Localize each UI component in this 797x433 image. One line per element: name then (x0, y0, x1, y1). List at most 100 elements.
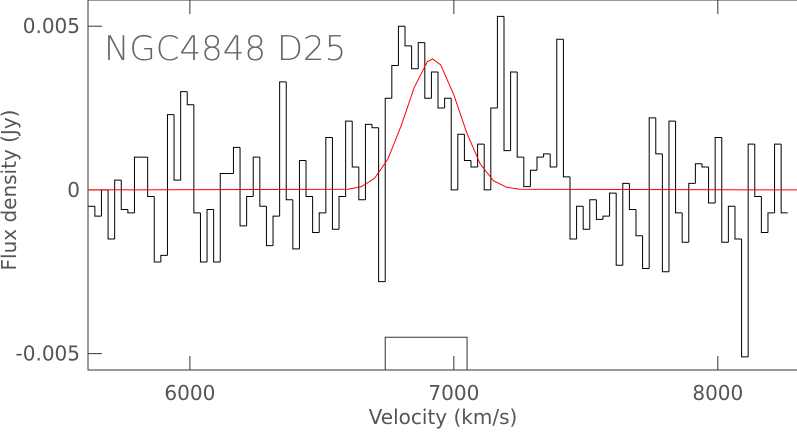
spectrum-channel (622, 182, 630, 266)
spectrum-channel (100, 189, 109, 217)
spectrum-channel (199, 212, 208, 263)
spectrum-channel (265, 206, 274, 247)
y-tick-label: -0.005 (16, 342, 80, 366)
spectrum-channel (721, 137, 729, 243)
spectrum-channel (411, 45, 419, 70)
spectrum-channel (562, 39, 570, 178)
spectrum-channel (463, 134, 472, 161)
spectrum-channel (219, 173, 227, 262)
y-tick-label: 0.005 (23, 14, 80, 38)
velocity-window (384, 336, 468, 370)
spectrum-channel (747, 143, 755, 357)
spectrum-channel (470, 160, 478, 168)
spectrum-channel (397, 25, 406, 66)
spectrum-channel (490, 107, 498, 190)
spectrum-channel (510, 71, 518, 151)
spectrum-channel (312, 196, 320, 233)
spectrum-channel (635, 209, 643, 237)
spectrum-channel (727, 205, 735, 243)
spectrum-channel (767, 212, 775, 233)
y-tick-label: 0 (67, 178, 80, 202)
spectrum-channel (252, 156, 260, 197)
spectrum-channel (285, 81, 293, 201)
spectrum-channel (147, 157, 155, 197)
spectrum-channel (681, 212, 689, 243)
spectrum-channel (774, 143, 782, 213)
spectrum-channel (239, 147, 247, 227)
spectrum-channel (529, 169, 537, 187)
spectrum-channel (549, 153, 557, 168)
spectrum-channel (193, 104, 201, 214)
spectrum-channel (391, 64, 399, 99)
spectrum-channel (556, 38, 564, 167)
spectrum-channel (331, 137, 340, 230)
spectrum-channel (430, 71, 439, 99)
spectrum-channel (661, 153, 669, 273)
spectrum-channel (595, 199, 603, 220)
spectrum-channel (153, 196, 161, 263)
spectrum-channel (298, 159, 307, 249)
y-axis-label: Flux density (Jy) (0, 110, 21, 271)
spectrum-channel (714, 137, 722, 204)
spectrum-channel (516, 72, 524, 158)
spectrum-channel (94, 206, 102, 217)
spectrum-channel (279, 81, 287, 217)
x-tick-label: 6000 (164, 381, 215, 405)
chart-title: NGC4848 D25 (104, 29, 346, 69)
spectrum-channel (173, 114, 181, 181)
spectrum-channel (437, 72, 445, 109)
spectrum-channel (305, 160, 313, 197)
spectrum-channel (780, 144, 788, 214)
spectrum-channel (404, 26, 412, 47)
spectrum-channel (378, 127, 386, 283)
spectrum-channel (701, 163, 709, 168)
x-tick-label: 7000 (428, 381, 479, 405)
spectrum-channel (642, 235, 650, 269)
spectrum-channel (107, 189, 115, 240)
spectrum-channel (133, 156, 142, 213)
spectrum-channel (741, 239, 749, 358)
spectrum-channel (186, 91, 194, 106)
spectrum-channel (160, 254, 168, 262)
spectrum-channel (576, 205, 584, 240)
spectrum-channel (569, 176, 577, 240)
spectrum-channel (483, 144, 491, 191)
spectrum-channel (760, 196, 768, 233)
spectrum-channel (734, 206, 742, 240)
spectrum-channel (120, 180, 128, 211)
spectrum-channel (259, 157, 267, 207)
spectrum-channel (589, 199, 597, 230)
spectrum-channel (628, 183, 636, 211)
gaussian-fit (88, 58, 797, 191)
spectrum-channel (338, 195, 346, 230)
spectrum-channel (166, 114, 175, 256)
spectrum-channel (450, 98, 458, 191)
spectrum-channel (536, 156, 544, 171)
spectrum-channel (127, 209, 135, 214)
spectrum-channel (444, 97, 452, 109)
spectrum-channel (688, 182, 696, 243)
axes-frame (87, 0, 797, 371)
spectrum-channel (708, 166, 716, 204)
spectrum-channel (345, 120, 353, 197)
spectrum-channel (694, 163, 702, 184)
spectrum-channel (582, 206, 590, 230)
spectrum-channel (602, 215, 610, 220)
spectrum-channel (523, 157, 531, 188)
spectrum-channel (615, 193, 623, 266)
spectrum-channel (648, 117, 656, 269)
spectrum-channel (246, 195, 254, 226)
spectrum-channel (424, 42, 432, 99)
spectrum-channel (371, 124, 379, 129)
spectrum-channel (668, 120, 676, 272)
spectrum-channel (655, 117, 663, 155)
spectrum-channel (503, 16, 511, 152)
spectrum-channel (114, 179, 122, 240)
spectrum-channel (232, 146, 241, 174)
spectrum-channel (384, 97, 392, 282)
spectrum-channel (318, 212, 326, 233)
spectrum-channel (364, 123, 373, 200)
spectrum-channel (609, 192, 617, 217)
spectrum-channel (543, 153, 551, 158)
